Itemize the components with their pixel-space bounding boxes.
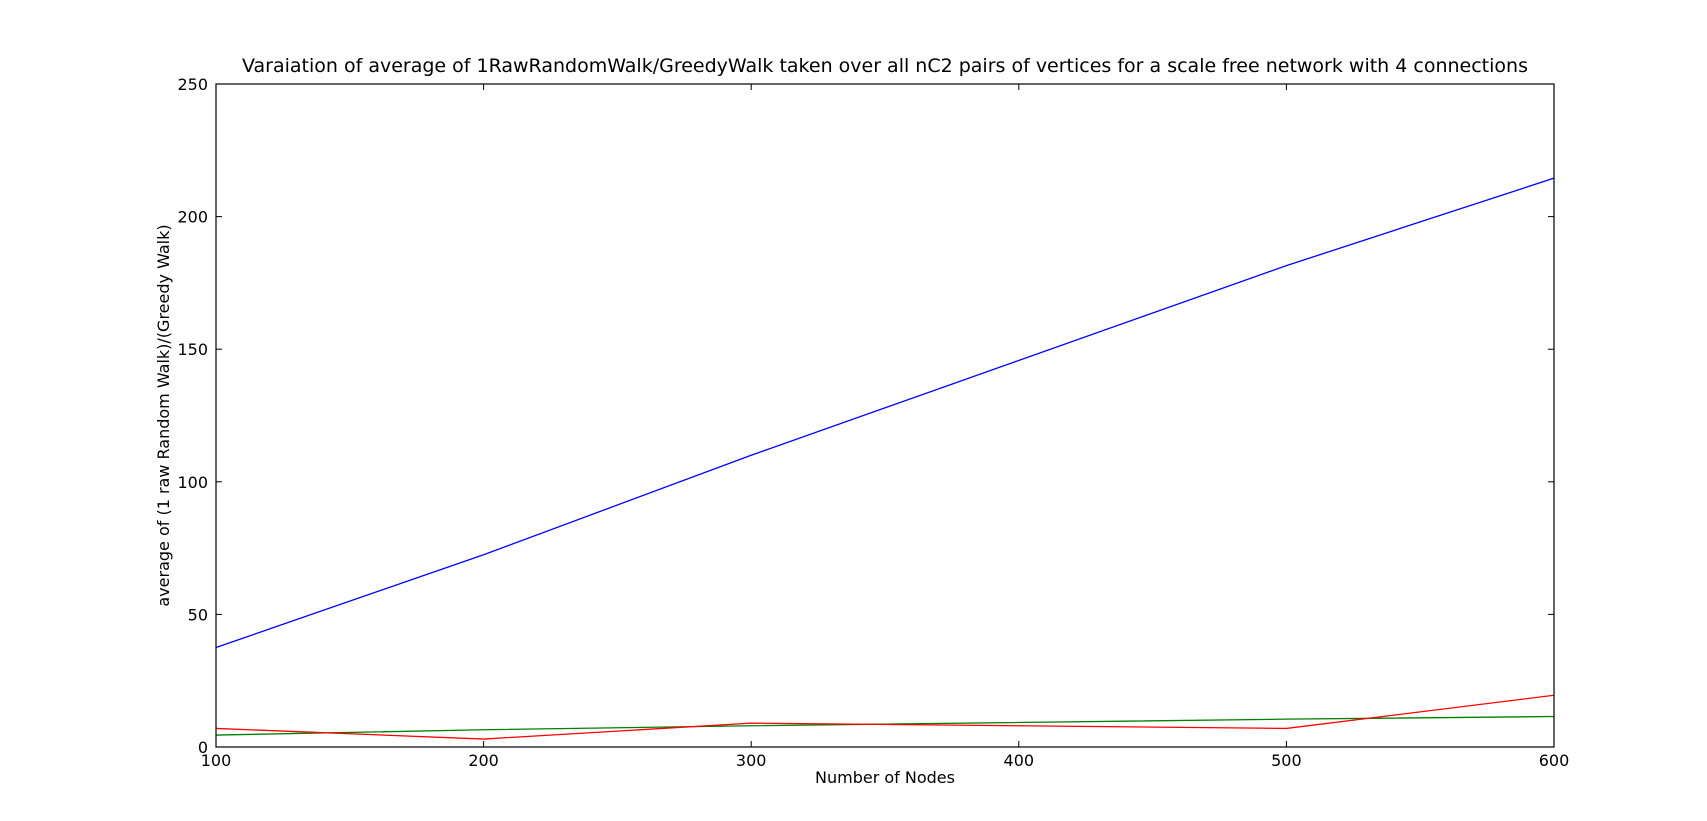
x-tick-label: 500 bbox=[1271, 751, 1302, 770]
y-tick-label: 200 bbox=[177, 208, 208, 227]
y-tick-label: 250 bbox=[177, 75, 208, 94]
y-tick-label: 150 bbox=[177, 340, 208, 359]
y-tick-label: 0 bbox=[198, 738, 208, 757]
x-tick-label: 200 bbox=[468, 751, 499, 770]
x-tick-label: 600 bbox=[1539, 751, 1570, 770]
x-tick-label: 300 bbox=[736, 751, 767, 770]
chart-title: Varaiation of average of 1RawRandomWalk/… bbox=[242, 55, 1528, 77]
plot-frame bbox=[215, 83, 1555, 748]
x-tick-label: 100 bbox=[201, 751, 232, 770]
series-line-2 bbox=[215, 715, 1555, 736]
ticks-layer: 100 200 300 400 500 600 0 50 100 150 200 250 bbox=[177, 75, 1569, 770]
y-axis-label: average of (1 raw Random Walk)/(Greedy W… bbox=[154, 224, 173, 606]
series-line-3 bbox=[215, 694, 1555, 740]
series-line-1 bbox=[215, 177, 1555, 649]
y-tick-label: 100 bbox=[177, 473, 208, 492]
y-tick-label: 50 bbox=[188, 605, 208, 624]
x-tick-label: 400 bbox=[1004, 751, 1035, 770]
series-layer bbox=[215, 177, 1555, 740]
x-axis-label: Number of Nodes bbox=[815, 768, 955, 787]
